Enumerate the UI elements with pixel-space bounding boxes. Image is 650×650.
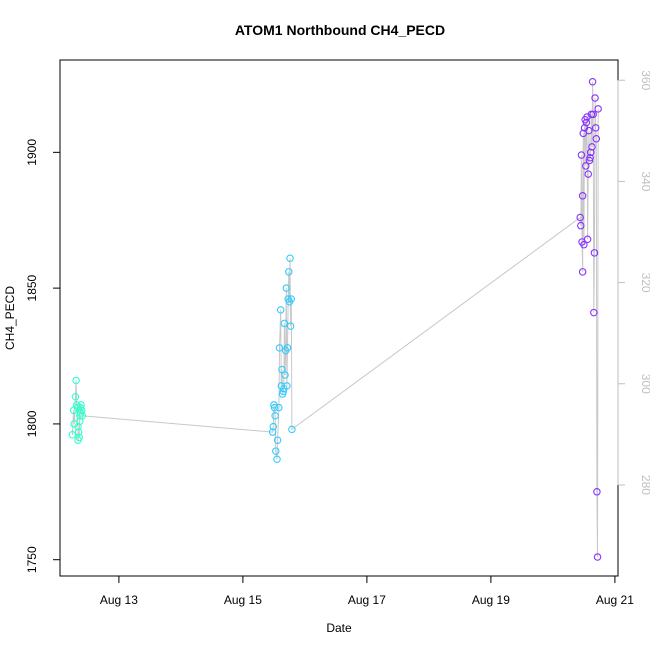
- data-point: [283, 382, 291, 390]
- y2-tick-label: 280: [639, 475, 650, 495]
- x-tick-label: Aug 17: [348, 593, 386, 607]
- y-axis: 1750 1800 1850 1900: [25, 139, 61, 573]
- data-point: [281, 371, 289, 379]
- data-point: [584, 170, 592, 178]
- data-point: [286, 254, 294, 263]
- x-axis: Aug 13 Aug 15 Aug 17 Aug 19 Aug 21: [100, 575, 634, 607]
- y2-tick-label: 360: [639, 70, 650, 90]
- data-point: [589, 110, 597, 119]
- data-point: [68, 431, 77, 439]
- points: [68, 77, 602, 561]
- chart-title: ATOM1 Northbound CH4_PECD: [235, 22, 445, 38]
- data-point: [577, 151, 586, 159]
- data-point: [590, 249, 599, 257]
- data-point: [272, 447, 280, 455]
- data-point: [594, 105, 602, 113]
- data-point: [77, 406, 86, 415]
- data-point: [275, 403, 283, 412]
- data-point: [287, 295, 296, 303]
- data-point: [280, 319, 289, 328]
- data-point: [286, 322, 295, 330]
- data-point: [275, 344, 284, 352]
- data-point: [582, 118, 591, 127]
- data-point: [586, 154, 594, 162]
- data-point: [278, 365, 286, 374]
- data-point: [72, 376, 80, 385]
- x-tick-label: Aug 21: [596, 593, 634, 607]
- data-point: [585, 126, 593, 135]
- y-tick-label: 1800: [25, 410, 39, 437]
- y2-axis: 280 300 320 340 360: [617, 70, 650, 495]
- data-point: [71, 393, 80, 401]
- plot-frame: [59, 59, 619, 577]
- x-tick-label: Aug 15: [224, 593, 262, 607]
- data-point: [590, 308, 598, 317]
- data-point: [588, 77, 597, 86]
- data-point: [591, 124, 600, 132]
- data-point: [77, 401, 85, 409]
- y2-tick-label: 340: [639, 171, 650, 191]
- data-point: [580, 240, 588, 249]
- data-point: [583, 235, 592, 243]
- data-point: [282, 284, 291, 292]
- x-axis-label: Date: [326, 621, 352, 635]
- data-point: [592, 135, 601, 143]
- data-point: [586, 148, 595, 157]
- data-point: [269, 422, 278, 431]
- y-axis-label: CH4_PECD: [3, 286, 17, 350]
- data-point: [578, 268, 587, 276]
- x-tick-label: Aug 13: [100, 593, 138, 607]
- y-tick-label: 1900: [25, 139, 39, 166]
- data-point: [78, 412, 87, 420]
- data-point: [582, 162, 590, 170]
- data-point: [593, 553, 602, 561]
- data-point: [75, 433, 83, 442]
- data-point: [288, 425, 296, 434]
- series-line: [71, 81, 599, 558]
- y2-tick-label: 320: [639, 273, 650, 293]
- data-point: [273, 455, 281, 463]
- data-point: [74, 428, 83, 436]
- data-point: [588, 143, 596, 151]
- data-point: [271, 412, 279, 420]
- data-point: [268, 428, 277, 436]
- data-point: [283, 344, 292, 352]
- y-tick-label: 1750: [25, 546, 39, 573]
- data-point: [285, 268, 293, 276]
- data-point: [576, 213, 584, 222]
- data-point: [577, 221, 585, 230]
- data-point: [273, 436, 282, 444]
- y2-tick-label: 300: [639, 374, 650, 394]
- data-point: [578, 192, 587, 200]
- series-line-path: [71, 81, 599, 558]
- data-point: [270, 403, 279, 412]
- y-tick-label: 1850: [25, 274, 39, 301]
- data-point: [591, 94, 599, 102]
- x-tick-label: Aug 19: [472, 593, 510, 607]
- data-point: [276, 306, 285, 314]
- data-point: [593, 488, 601, 496]
